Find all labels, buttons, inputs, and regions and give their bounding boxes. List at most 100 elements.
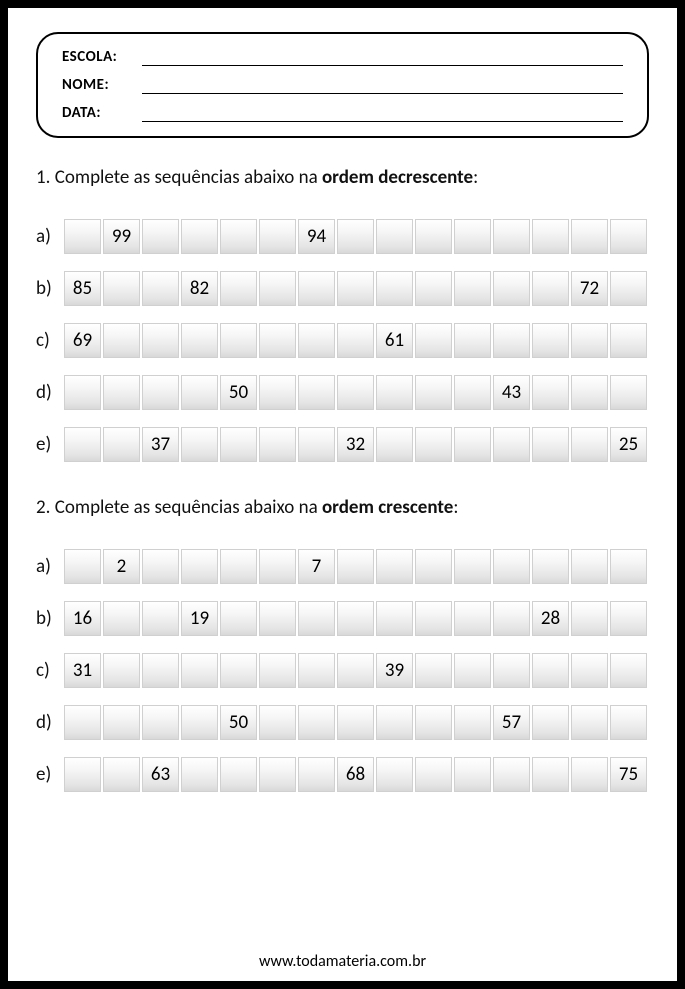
empty-cell[interactable] bbox=[298, 653, 335, 688]
empty-cell[interactable] bbox=[571, 653, 608, 688]
empty-cell[interactable] bbox=[454, 549, 491, 584]
empty-cell[interactable] bbox=[415, 427, 452, 462]
empty-cell[interactable] bbox=[64, 375, 101, 410]
empty-cell[interactable] bbox=[64, 757, 101, 792]
empty-cell[interactable] bbox=[571, 757, 608, 792]
empty-cell[interactable] bbox=[610, 549, 647, 584]
empty-cell[interactable] bbox=[259, 601, 296, 636]
input-line-data[interactable] bbox=[142, 106, 623, 122]
empty-cell[interactable] bbox=[220, 323, 257, 358]
empty-cell[interactable] bbox=[532, 323, 569, 358]
empty-cell[interactable] bbox=[64, 549, 101, 584]
empty-cell[interactable] bbox=[376, 549, 413, 584]
empty-cell[interactable] bbox=[571, 323, 608, 358]
empty-cell[interactable] bbox=[376, 705, 413, 740]
empty-cell[interactable] bbox=[493, 427, 530, 462]
empty-cell[interactable] bbox=[532, 219, 569, 254]
empty-cell[interactable] bbox=[259, 427, 296, 462]
empty-cell[interactable] bbox=[298, 427, 335, 462]
empty-cell[interactable] bbox=[493, 323, 530, 358]
empty-cell[interactable] bbox=[571, 705, 608, 740]
empty-cell[interactable] bbox=[454, 705, 491, 740]
empty-cell[interactable] bbox=[415, 375, 452, 410]
empty-cell[interactable] bbox=[298, 323, 335, 358]
empty-cell[interactable] bbox=[454, 323, 491, 358]
empty-cell[interactable] bbox=[376, 375, 413, 410]
empty-cell[interactable] bbox=[220, 271, 257, 306]
empty-cell[interactable] bbox=[220, 219, 257, 254]
empty-cell[interactable] bbox=[259, 549, 296, 584]
empty-cell[interactable] bbox=[532, 757, 569, 792]
empty-cell[interactable] bbox=[181, 705, 218, 740]
empty-cell[interactable] bbox=[298, 757, 335, 792]
empty-cell[interactable] bbox=[454, 427, 491, 462]
empty-cell[interactable] bbox=[103, 757, 140, 792]
empty-cell[interactable] bbox=[337, 601, 374, 636]
empty-cell[interactable] bbox=[610, 601, 647, 636]
empty-cell[interactable] bbox=[298, 705, 335, 740]
empty-cell[interactable] bbox=[415, 549, 452, 584]
input-line-escola[interactable] bbox=[142, 50, 623, 66]
empty-cell[interactable] bbox=[103, 653, 140, 688]
empty-cell[interactable] bbox=[142, 375, 179, 410]
empty-cell[interactable] bbox=[142, 705, 179, 740]
empty-cell[interactable] bbox=[532, 271, 569, 306]
empty-cell[interactable] bbox=[103, 271, 140, 306]
empty-cell[interactable] bbox=[532, 705, 569, 740]
empty-cell[interactable] bbox=[142, 271, 179, 306]
empty-cell[interactable] bbox=[298, 601, 335, 636]
empty-cell[interactable] bbox=[571, 549, 608, 584]
empty-cell[interactable] bbox=[337, 375, 374, 410]
empty-cell[interactable] bbox=[220, 549, 257, 584]
empty-cell[interactable] bbox=[142, 549, 179, 584]
empty-cell[interactable] bbox=[376, 219, 413, 254]
empty-cell[interactable] bbox=[103, 375, 140, 410]
empty-cell[interactable] bbox=[610, 705, 647, 740]
empty-cell[interactable] bbox=[259, 705, 296, 740]
empty-cell[interactable] bbox=[532, 427, 569, 462]
empty-cell[interactable] bbox=[142, 219, 179, 254]
empty-cell[interactable] bbox=[610, 375, 647, 410]
empty-cell[interactable] bbox=[103, 705, 140, 740]
empty-cell[interactable] bbox=[454, 375, 491, 410]
empty-cell[interactable] bbox=[181, 549, 218, 584]
input-line-nome[interactable] bbox=[142, 78, 623, 94]
empty-cell[interactable] bbox=[337, 653, 374, 688]
empty-cell[interactable] bbox=[64, 427, 101, 462]
empty-cell[interactable] bbox=[454, 219, 491, 254]
empty-cell[interactable] bbox=[181, 757, 218, 792]
empty-cell[interactable] bbox=[571, 219, 608, 254]
empty-cell[interactable] bbox=[415, 219, 452, 254]
empty-cell[interactable] bbox=[493, 653, 530, 688]
empty-cell[interactable] bbox=[376, 271, 413, 306]
empty-cell[interactable] bbox=[220, 653, 257, 688]
empty-cell[interactable] bbox=[259, 653, 296, 688]
empty-cell[interactable] bbox=[532, 375, 569, 410]
empty-cell[interactable] bbox=[610, 219, 647, 254]
empty-cell[interactable] bbox=[493, 757, 530, 792]
empty-cell[interactable] bbox=[376, 601, 413, 636]
empty-cell[interactable] bbox=[259, 375, 296, 410]
empty-cell[interactable] bbox=[64, 219, 101, 254]
empty-cell[interactable] bbox=[337, 549, 374, 584]
empty-cell[interactable] bbox=[415, 601, 452, 636]
empty-cell[interactable] bbox=[337, 323, 374, 358]
empty-cell[interactable] bbox=[181, 323, 218, 358]
empty-cell[interactable] bbox=[610, 271, 647, 306]
empty-cell[interactable] bbox=[259, 757, 296, 792]
empty-cell[interactable] bbox=[415, 757, 452, 792]
empty-cell[interactable] bbox=[532, 653, 569, 688]
empty-cell[interactable] bbox=[571, 601, 608, 636]
empty-cell[interactable] bbox=[298, 375, 335, 410]
empty-cell[interactable] bbox=[571, 427, 608, 462]
empty-cell[interactable] bbox=[142, 323, 179, 358]
empty-cell[interactable] bbox=[64, 705, 101, 740]
empty-cell[interactable] bbox=[220, 601, 257, 636]
empty-cell[interactable] bbox=[337, 271, 374, 306]
empty-cell[interactable] bbox=[337, 219, 374, 254]
empty-cell[interactable] bbox=[493, 601, 530, 636]
empty-cell[interactable] bbox=[259, 219, 296, 254]
empty-cell[interactable] bbox=[181, 219, 218, 254]
empty-cell[interactable] bbox=[142, 601, 179, 636]
empty-cell[interactable] bbox=[259, 323, 296, 358]
